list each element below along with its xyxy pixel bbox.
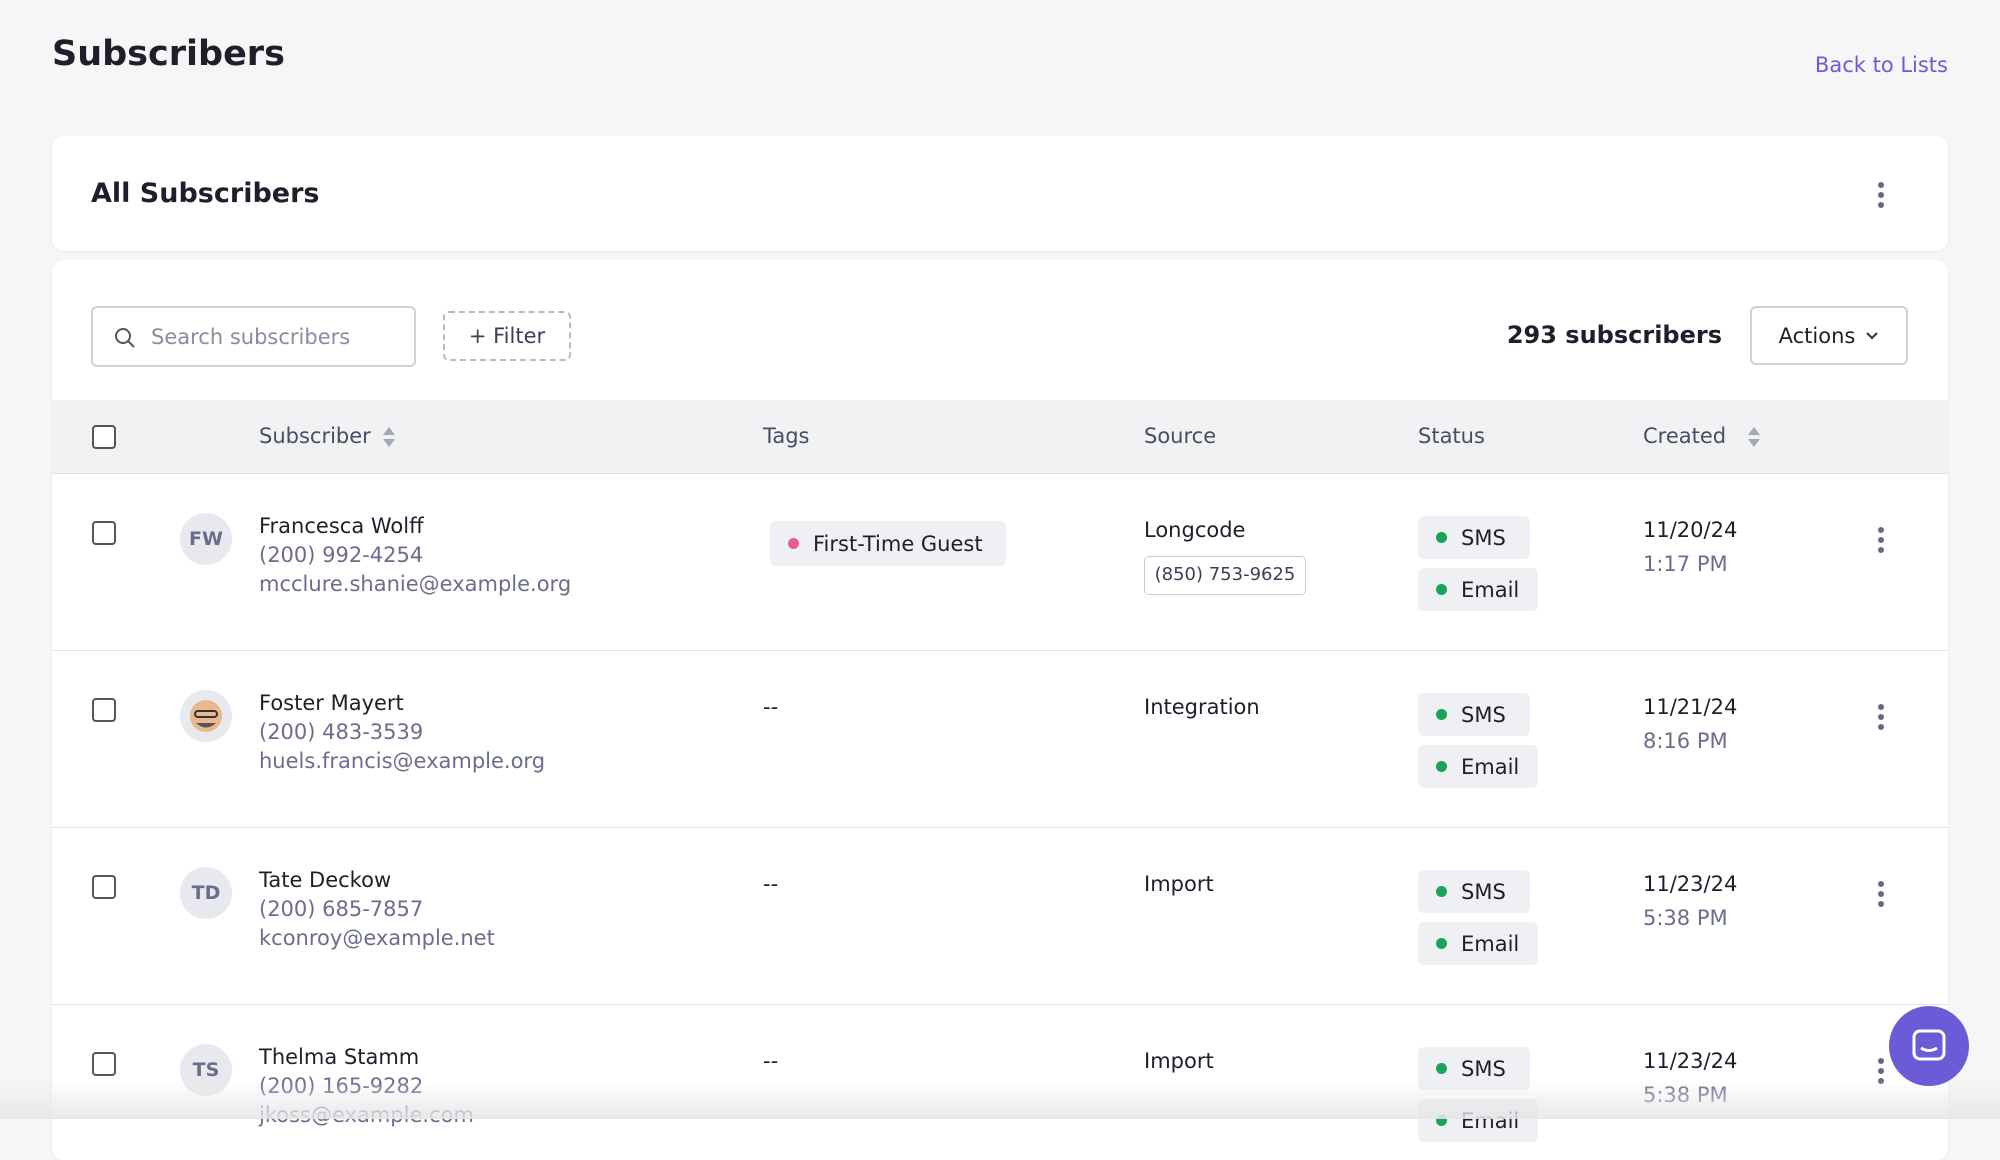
source-number: (850) 753-9625 xyxy=(1144,556,1306,595)
subscriber-phone: (200) 992-4254 xyxy=(259,543,424,567)
row-checkbox[interactable] xyxy=(92,521,116,545)
source: Longcode xyxy=(1144,518,1246,542)
page: Subscribers Back to Lists All Subscriber… xyxy=(0,34,2000,1142)
subscriber-email: kconroy@example.net xyxy=(259,926,495,950)
avatar: TD xyxy=(180,867,232,919)
status-chip: SMS xyxy=(1418,693,1530,736)
page-title: Subscribers xyxy=(52,34,285,74)
status-dot xyxy=(1436,709,1447,720)
table-row: TD Tate Deckow (200) 685-7857 kconroy@examp… xyxy=(52,828,1948,1005)
subscriber-phone: (200) 483-3539 xyxy=(259,720,424,744)
subscriber-email: mcclure.shanie@example.org xyxy=(259,572,572,596)
table-card: Search subscribers + Filter 293 subscrib… xyxy=(52,260,1948,1160)
row-menu[interactable] xyxy=(1878,527,1884,557)
subscriber-email: huels.francis@example.org xyxy=(259,749,546,773)
created-date: 11/21/24 xyxy=(1643,695,1738,719)
actions-label: Actions xyxy=(1778,323,1856,348)
tag-label: First-Time Guest xyxy=(813,531,983,556)
back-link[interactable]: Back to Lists xyxy=(1814,53,1948,77)
status-label: SMS xyxy=(1461,1056,1506,1081)
column-header: Created xyxy=(1643,424,1727,448)
column-header: Tags xyxy=(763,424,810,448)
select-all[interactable] xyxy=(92,425,116,449)
avatar xyxy=(180,690,232,742)
filter-button[interactable]: + Filter xyxy=(443,311,571,361)
status-dot xyxy=(1436,761,1447,772)
subscriber-name: Thelma Stamm xyxy=(259,1045,420,1069)
subscriber-count: 293 subscribers xyxy=(1506,321,1722,349)
created-date: 11/23/24 xyxy=(1643,1049,1738,1073)
created-time: 8:16 PM xyxy=(1643,729,1728,753)
tag-dot xyxy=(788,538,799,549)
row-checkbox[interactable] xyxy=(92,1052,116,1076)
list-menu[interactable] xyxy=(1878,182,1884,212)
row-menu[interactable] xyxy=(1878,704,1884,734)
status-dot xyxy=(1436,584,1447,595)
actions-button[interactable]: Actions xyxy=(1750,306,1908,365)
search-box[interactable]: Search subscribers xyxy=(91,306,416,367)
bottom-fade xyxy=(0,1080,2000,1119)
table-row: FW Francesca Wolff (200) 992-4254 mcclure.s… xyxy=(52,474,1948,651)
subscriber-name: Tate Deckow xyxy=(259,868,392,892)
row-menu[interactable] xyxy=(1878,881,1884,911)
sort-icon[interactable] xyxy=(1747,425,1761,449)
tag-chip: First-Time Guest xyxy=(770,521,1006,566)
status-label: Email xyxy=(1461,754,1520,779)
list-title: All Subscribers xyxy=(91,178,320,209)
created-time: 1:17 PM xyxy=(1643,552,1728,576)
status-dot xyxy=(1436,1063,1447,1074)
search-icon xyxy=(115,328,135,348)
row-checkbox[interactable] xyxy=(92,698,116,722)
search-placeholder: Search subscribers xyxy=(151,325,351,349)
status-chip: SMS xyxy=(1418,516,1530,559)
subscriber-name: Francesca Wolff xyxy=(259,514,424,538)
source: Import xyxy=(1144,872,1214,896)
row-checkbox[interactable] xyxy=(92,875,116,899)
created-time: 5:38 PM xyxy=(1643,906,1728,930)
column-header: Subscriber xyxy=(259,424,371,448)
chevron xyxy=(1866,331,1879,339)
status-chip: SMS xyxy=(1418,870,1530,913)
status-chip: Email xyxy=(1418,568,1538,611)
status-label: SMS xyxy=(1461,702,1506,727)
created-date: 11/20/24 xyxy=(1643,518,1738,542)
sort-icon[interactable] xyxy=(382,425,396,449)
column-header: Status xyxy=(1418,424,1485,448)
no-tags: -- xyxy=(763,1049,779,1073)
avatar: FW xyxy=(180,513,232,565)
status-chip: Email xyxy=(1418,922,1538,965)
status-label: Email xyxy=(1461,931,1520,956)
subscriber-phone: (200) 685-7857 xyxy=(259,897,424,921)
status-dot xyxy=(1436,886,1447,897)
source: Import xyxy=(1144,1049,1214,1073)
status-label: SMS xyxy=(1461,525,1506,550)
created-date: 11/23/24 xyxy=(1643,872,1738,896)
status-label: Email xyxy=(1461,577,1520,602)
subscriber-name: Foster Mayert xyxy=(259,691,404,715)
table-row: Foster Mayert (200) 483-3539 huels.francis… xyxy=(52,651,1948,828)
status-dot xyxy=(1436,938,1447,949)
chat-launcher[interactable] xyxy=(1889,1006,1969,1086)
chat-icon xyxy=(1912,1029,1946,1061)
status-label: SMS xyxy=(1461,879,1506,904)
source: Integration xyxy=(1144,695,1260,719)
status-dot xyxy=(1436,532,1447,543)
column-header: Source xyxy=(1144,424,1217,448)
no-tags: -- xyxy=(763,695,779,719)
list-card: All Subscribers xyxy=(52,136,1948,251)
table-header: Subscriber Tags Source Status Created xyxy=(52,400,1948,474)
status-chip: Email xyxy=(1418,745,1538,788)
no-tags: -- xyxy=(763,872,779,896)
